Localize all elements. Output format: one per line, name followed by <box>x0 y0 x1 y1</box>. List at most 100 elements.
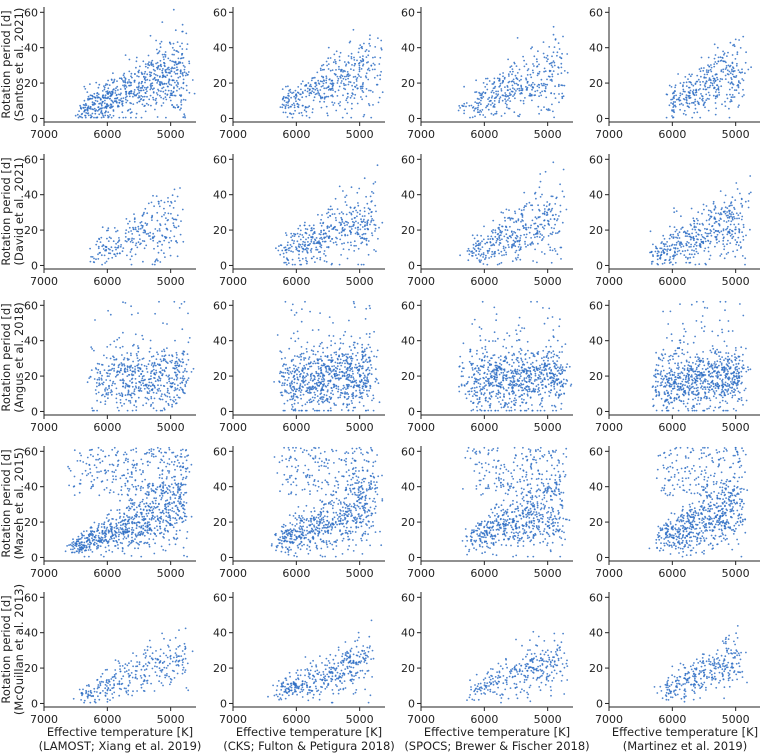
scatter-point <box>538 86 541 89</box>
scatter-point <box>113 100 116 102</box>
scatter-point <box>488 257 490 259</box>
scatter-point <box>551 75 554 78</box>
scatter-point <box>314 396 316 399</box>
scatter-point <box>140 89 143 92</box>
scatter-point <box>332 104 335 106</box>
scatter-point <box>175 375 178 378</box>
scatter-point <box>315 242 318 245</box>
scatter-point <box>159 75 161 78</box>
scatter-point <box>153 76 156 79</box>
scatter-point <box>361 85 364 88</box>
x-tick-label: 7000 <box>407 128 435 141</box>
scatter-point <box>354 380 356 383</box>
scatter-point <box>482 91 485 94</box>
scatter-point <box>283 409 286 412</box>
scatter-point <box>679 82 682 84</box>
scatter-point <box>174 29 177 32</box>
scatter-point <box>543 82 545 85</box>
scatter-point <box>109 248 111 251</box>
scatter-point <box>350 107 353 110</box>
scatter-point <box>320 246 323 249</box>
scatter-point <box>327 208 330 211</box>
scatter-point <box>694 104 697 106</box>
scatter-point <box>104 111 107 113</box>
scatter-point <box>164 212 167 214</box>
scatter-point <box>302 248 305 251</box>
scatter-point <box>172 42 175 45</box>
scatter-point <box>734 199 737 202</box>
scatter-point <box>162 357 165 360</box>
scatter-point <box>534 94 537 96</box>
scatter-point <box>705 71 708 73</box>
scatter-point <box>117 89 119 91</box>
scatter-point <box>322 364 324 367</box>
scatter-point <box>185 72 188 75</box>
scatter-point <box>525 228 528 231</box>
scatter-point <box>354 206 356 209</box>
scatter-point <box>518 87 521 90</box>
scatter-point <box>339 377 341 380</box>
scatter-point <box>167 57 170 60</box>
scatter-point <box>317 213 319 216</box>
scatter-point <box>155 97 158 100</box>
scatter-point <box>95 81 98 84</box>
scatter-point <box>360 358 363 361</box>
scatter-point <box>664 243 667 246</box>
scatter-point <box>523 233 526 236</box>
scatter-point <box>279 106 282 108</box>
scatter-point <box>158 377 161 379</box>
scatter-point <box>556 253 559 256</box>
scatter-point <box>157 353 159 356</box>
scatter-point <box>335 62 337 65</box>
scatter-point <box>112 72 114 75</box>
scatter-point <box>714 235 717 238</box>
scatter-point <box>518 240 521 243</box>
scatter-point <box>320 218 322 221</box>
scatter-point <box>490 96 493 99</box>
scatter-point <box>151 88 154 91</box>
scatter-point <box>356 102 359 105</box>
scatter-point <box>719 190 722 193</box>
scatter-point <box>180 94 183 97</box>
scatter-point <box>124 240 127 242</box>
scatter-point <box>369 45 371 47</box>
scatter-point <box>556 232 559 234</box>
scatter-point <box>349 229 351 232</box>
scatter-point <box>713 86 716 89</box>
scatter-point <box>352 397 355 400</box>
scatter-point <box>293 235 296 238</box>
scatter-point <box>176 195 179 198</box>
scatter-point <box>731 196 734 199</box>
scatter-point <box>326 346 329 349</box>
scatter-point <box>119 88 122 90</box>
scatter-point <box>339 222 342 224</box>
scatter-point <box>113 370 115 372</box>
scatter-point <box>165 71 168 74</box>
scatter-point <box>313 391 316 394</box>
scatter-point <box>720 85 723 88</box>
scatter-point <box>294 89 297 92</box>
scatter-point <box>167 389 169 392</box>
scatter-point <box>371 91 374 93</box>
scatter-point <box>723 220 725 222</box>
scatter-point <box>338 65 340 68</box>
scatter-point <box>160 90 162 93</box>
scatter-point <box>474 245 477 248</box>
scatter-point <box>551 195 554 198</box>
scatter-point <box>332 322 334 324</box>
scatter-point <box>509 88 512 91</box>
scatter-point <box>320 229 322 232</box>
scatter-point <box>343 84 346 87</box>
scatter-point <box>294 233 297 236</box>
scatter-point <box>147 363 150 366</box>
scatter-point <box>164 89 167 92</box>
scatter-point <box>376 74 379 77</box>
scatter-point <box>304 384 306 386</box>
scatter-point <box>340 211 343 214</box>
scatter-point <box>476 240 479 243</box>
scatter-point <box>345 75 348 78</box>
scatter-point <box>137 82 140 85</box>
scatter-point <box>157 251 160 254</box>
scatter-point <box>359 56 361 58</box>
scatter-point <box>484 116 487 118</box>
